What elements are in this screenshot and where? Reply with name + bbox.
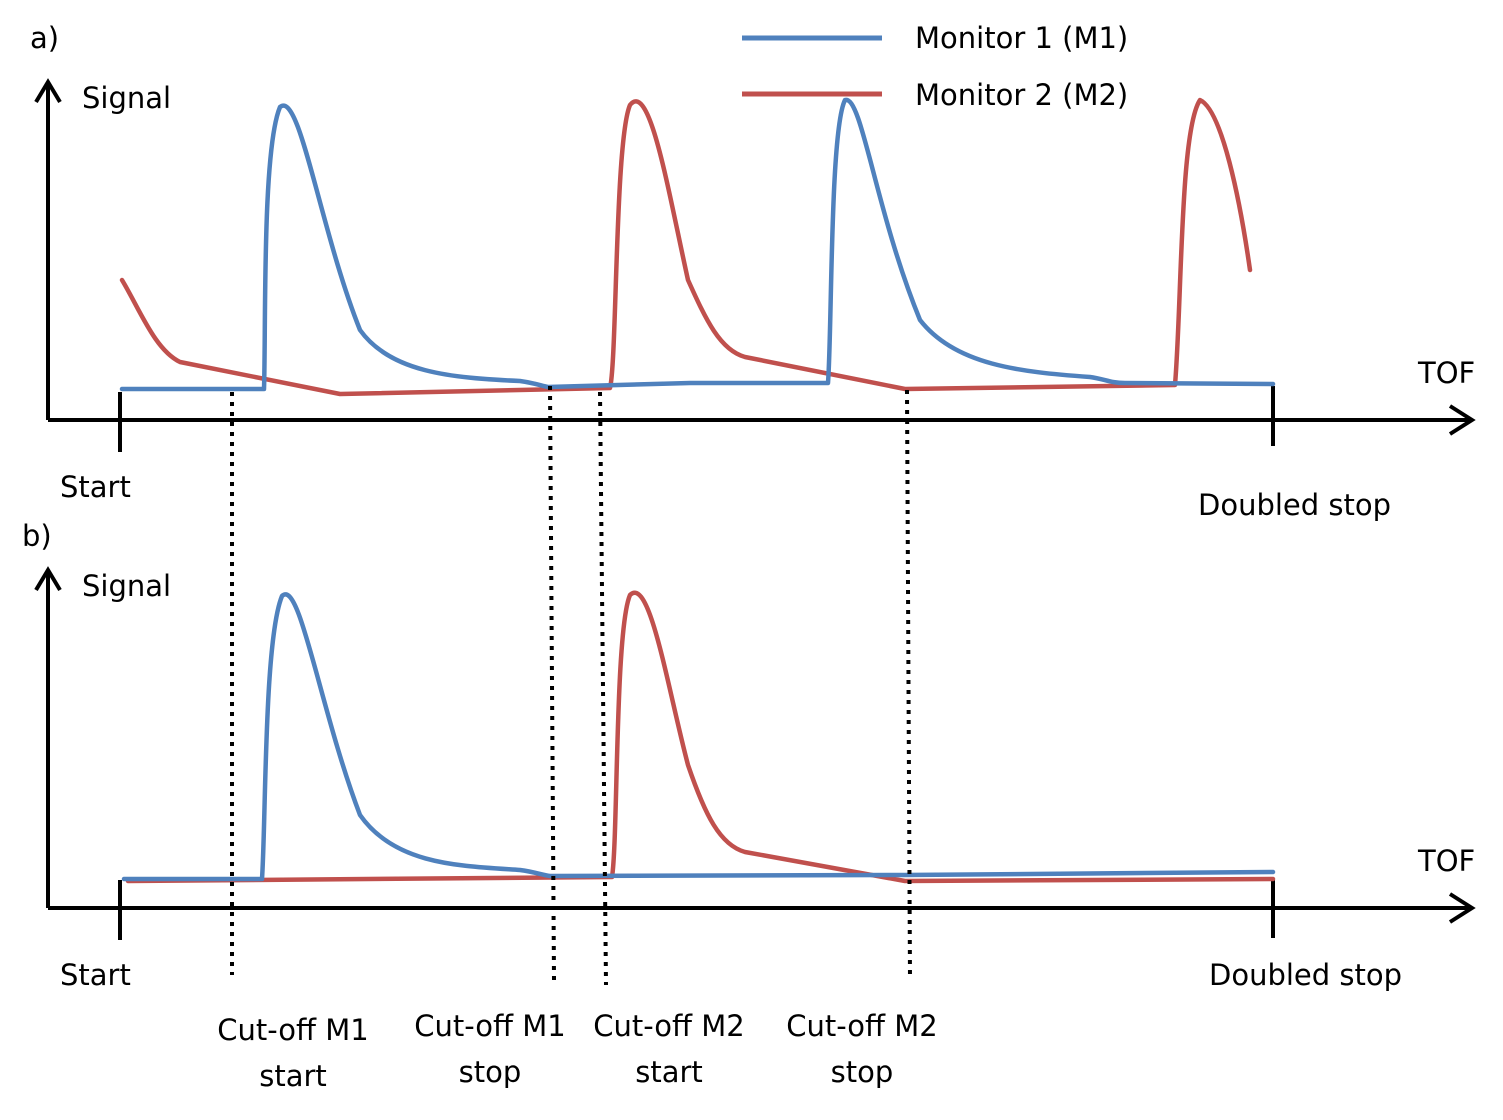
panel-b-stop-label: Doubled stop [1209, 958, 1402, 992]
cutoff-m1-stop-label-line1: Cut-off M1 [414, 1009, 565, 1043]
panel-b-start-label: Start [60, 958, 131, 992]
cutoff-lines [230, 385, 912, 986]
panel-a-m1-trace [119, 97, 1276, 392]
cutoff-m1-stop-line [548, 385, 556, 981]
panel-a-stop-label: Doubled stop [1198, 488, 1391, 522]
panel-a: a) Signal TOF Start Doubled stop [30, 21, 1476, 522]
cutoff-m1-start-label-line1: Cut-off M1 [217, 1013, 368, 1047]
panel-a-x-axis-label: TOF [1417, 356, 1475, 390]
cutoff-m1-stop-label-line2: stop [459, 1055, 522, 1089]
panel-b: b) Signal TOF Start Doubled stop [22, 519, 1476, 992]
panel-b-y-axis-arrowhead [34, 566, 62, 592]
legend-m2-label: Monitor 2 (M2) [915, 78, 1128, 112]
panel-b-m1-trace [121, 592, 1276, 882]
cutoff-m2-stop-line [905, 389, 912, 981]
panel-b-tag: b) [22, 519, 52, 553]
cutoff-m2-start-label-line1: Cut-off M2 [593, 1009, 744, 1043]
panel-a-y-axis-label: Signal [82, 81, 171, 115]
cutoff-m2-start-line [598, 391, 608, 986]
panel-b-x-axis-arrowhead [1448, 892, 1476, 924]
panel-a-x-axis-arrowhead [1448, 404, 1476, 436]
cutoff-m2-start-label-line2: start [635, 1055, 703, 1089]
panel-a-tag: a) [30, 21, 59, 55]
legend: Monitor 1 (M1) Monitor 2 (M2) [742, 21, 1128, 112]
cutoff-labels: Cut-off M1 start Cut-off M1 stop Cut-off… [217, 1009, 937, 1093]
panel-b-m2-trace [125, 590, 1276, 884]
cutoff-m2-stop-label-line1: Cut-off M2 [786, 1009, 937, 1043]
legend-m1-label: Monitor 1 (M1) [915, 21, 1128, 55]
panel-a-start-label: Start [60, 470, 131, 504]
panel-b-y-axis-label: Signal [82, 569, 171, 603]
panel-a-m2-trace [119, 97, 1253, 397]
cutoff-m1-start-label-line2: start [259, 1059, 327, 1093]
panel-b-x-axis-label: TOF [1417, 844, 1475, 878]
panel-a-y-axis-arrowhead [34, 78, 62, 104]
cutoff-m2-stop-label-line2: stop [831, 1055, 894, 1089]
